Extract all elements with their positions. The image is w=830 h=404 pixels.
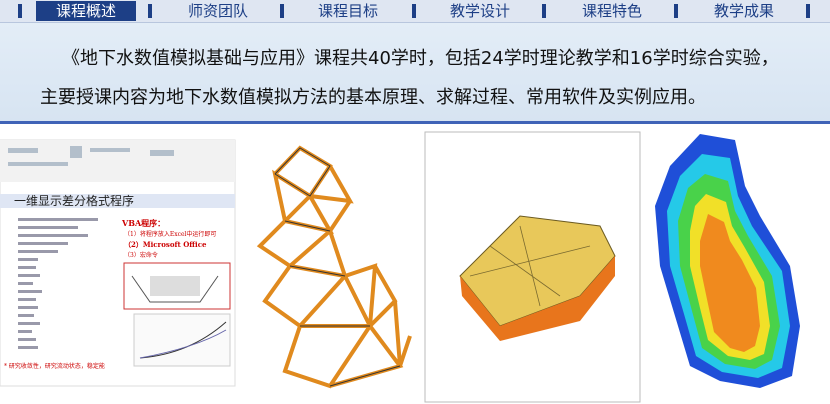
separator	[674, 4, 678, 18]
figures: 一维显示差分格式程序 VBA程序： （1）将程序放入Excel中运行即可 （2）…	[0, 131, 800, 403]
separator	[18, 4, 22, 18]
nav-tab[interactable]: 师资团队	[187, 2, 248, 20]
contour-figure	[655, 134, 800, 388]
separator	[542, 4, 546, 18]
vba-title: VBA程序：	[121, 218, 165, 228]
truss-figure	[256, 145, 412, 389]
nav-tab[interactable]: 教学设计	[449, 2, 510, 20]
surface-figure	[424, 131, 641, 403]
intro-panel: 《地下水数值模拟基础与应用》课程共40学时，包括24学时理论教学和16学时综合实…	[0, 23, 830, 124]
nav-tab[interactable]: 课程特色	[581, 2, 642, 20]
separator	[280, 4, 284, 18]
slide-heading: 一维显示差分格式程序	[14, 193, 134, 208]
nav-tab[interactable]: 课程目标	[317, 2, 378, 20]
slide-note: * 研究收敛性，研究流动状态，稳定能	[4, 362, 105, 370]
separator	[806, 4, 810, 18]
intro-text: 主要授课内容为地下水数值模拟方法的基本原理、求解过程、常用软件及实例应用。	[40, 87, 706, 108]
intro-text: 《地下水数值模拟基础与应用》课程共40学时，包括24学时理论教学和16学时综合实…	[62, 48, 779, 69]
vba-item: （2）Microsoft Office	[124, 240, 207, 249]
separator	[412, 4, 416, 18]
vba-item: （1）将程序放入Excel中运行即可	[124, 230, 216, 238]
separator	[148, 4, 152, 18]
slide-figure: 一维显示差分格式程序 VBA程序： （1）将程序放入Excel中运行即可 （2）…	[0, 139, 236, 387]
nav-bar: 课程概述 师资团队 课程目标 教学设计 课程特色 教学成果	[0, 0, 830, 23]
vba-item: （3）宏命令	[124, 251, 158, 259]
nav-tab[interactable]: 课程概述	[36, 1, 136, 21]
nav-tab[interactable]: 教学成果	[713, 2, 774, 20]
